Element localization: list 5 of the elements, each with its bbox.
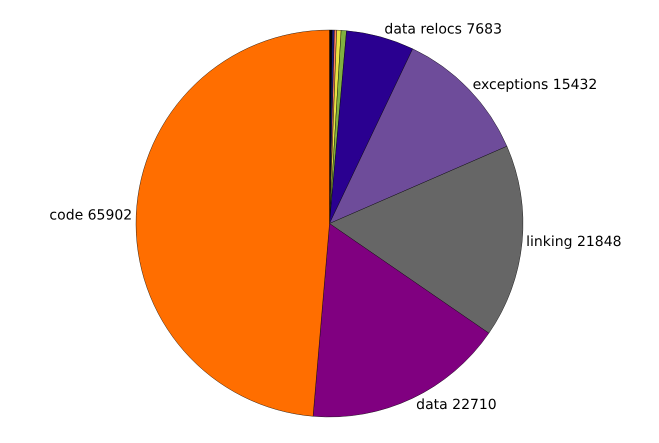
slice-label: data 22710 bbox=[416, 396, 497, 413]
slice-label: code 65902 bbox=[49, 207, 132, 224]
slice-label: exceptions 15432 bbox=[472, 77, 598, 94]
slice-label: data relocs 7683 bbox=[384, 21, 502, 38]
slice-label: linking 21848 bbox=[526, 234, 622, 250]
